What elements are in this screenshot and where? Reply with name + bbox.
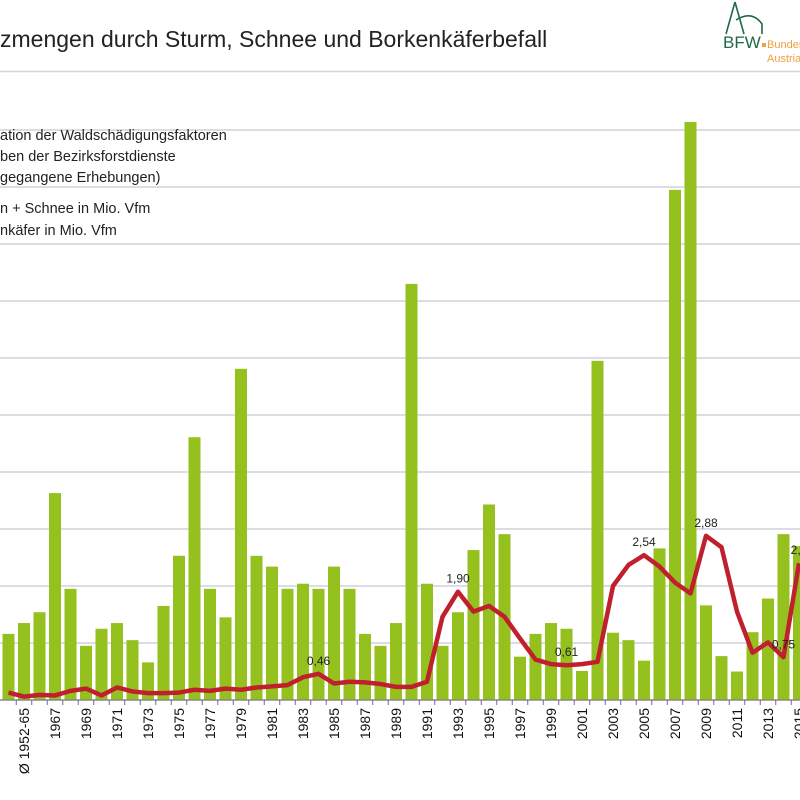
- legend-note-3: gegangene Erhebungen): [0, 170, 161, 186]
- bar-2007: [669, 189, 681, 700]
- x-label-2003: 2003: [605, 708, 621, 739]
- x-label-2009: 2009: [698, 708, 714, 739]
- line-series: [7, 533, 800, 699]
- bar-1967: [49, 493, 61, 700]
- data-label-1993: 1,90: [446, 572, 470, 586]
- bar-1997: [514, 656, 526, 700]
- bar-1983: [297, 583, 309, 700]
- bar-1995: [483, 504, 495, 700]
- bar-1972: [126, 640, 139, 700]
- bar-2008: [684, 122, 697, 700]
- bfw-logo: BFW Bundes Austria: [722, 0, 800, 66]
- x-label-2005: 2005: [636, 708, 652, 739]
- bar-2009: [700, 605, 712, 700]
- bar-1970: [95, 628, 108, 700]
- x-label-Ø 1952-65: Ø 1952-65: [16, 708, 32, 774]
- bar-1999: [545, 623, 557, 700]
- x-label-1987: 1987: [357, 708, 373, 739]
- data-label-2000: 0,61: [555, 645, 579, 659]
- bar-1977: [204, 588, 216, 700]
- bars: [2, 122, 800, 700]
- x-label-1991: 1991: [419, 708, 435, 739]
- legend-note-2: ben der Bezirksforstdienste: [0, 149, 176, 165]
- x-label-1993: 1993: [450, 708, 466, 739]
- bar-1969: [80, 645, 92, 700]
- x-label-1973: 1973: [140, 708, 156, 739]
- x-label-1995: 1995: [481, 708, 497, 739]
- bar-2003: [607, 632, 619, 700]
- legend-note-1: ation der Waldschädigungsfaktoren: [0, 128, 227, 144]
- tree-arch-icon: BFW Bundes Austria: [723, 1, 800, 65]
- x-label-2015: 2015: [791, 708, 800, 739]
- legend-series-storm-snow: n + Schnee in Mio. Vfm: [0, 201, 151, 217]
- x-label-1999: 1999: [543, 708, 559, 739]
- bar-1987: [359, 633, 371, 700]
- bar-2004: [622, 640, 635, 700]
- bar-1980: [250, 555, 263, 700]
- bar-1990: [405, 283, 418, 700]
- x-label-2001: 2001: [574, 708, 590, 739]
- bar-1974: [157, 605, 170, 700]
- x-label-1985: 1985: [326, 708, 342, 739]
- bar-1985: [328, 566, 340, 700]
- data-label-2015: 2,4: [791, 543, 800, 557]
- data-label-1984: 0,46: [307, 654, 331, 668]
- x-label-1989: 1989: [388, 708, 404, 739]
- bar-1981: [266, 566, 278, 700]
- bar-2013: [762, 598, 774, 700]
- x-label-2011: 2011: [729, 708, 745, 738]
- bar-1978: [219, 617, 232, 700]
- bar-1998: [529, 633, 542, 700]
- logo-line1: Bundes: [767, 39, 800, 51]
- x-label-1975: 1975: [171, 708, 187, 739]
- x-label-2013: 2013: [760, 708, 776, 739]
- logo-line2: Austria: [767, 53, 800, 65]
- bar-1984: [312, 588, 325, 700]
- bar-2002: [591, 360, 604, 700]
- bark-beetle-line: [7, 533, 800, 699]
- x-label-1977: 1977: [202, 708, 218, 739]
- bar-2006: [653, 548, 666, 700]
- bar-2015: [793, 546, 800, 700]
- bar-2010: [715, 656, 728, 700]
- bar-1982: [281, 588, 294, 700]
- bar-1966: [33, 612, 46, 700]
- x-label-1979: 1979: [233, 708, 249, 739]
- logo-mark: BFW: [723, 33, 761, 52]
- bar-unlabeled: [2, 633, 15, 700]
- bar-1979: [235, 368, 247, 700]
- bar-1994: [467, 550, 480, 700]
- bar-1989: [390, 623, 402, 700]
- x-label-1983: 1983: [295, 708, 311, 739]
- bar-2001: [576, 670, 588, 700]
- data-label-2005: 2,54: [632, 535, 656, 549]
- data-labels: 0,46 1,90 0,61 2,54 2,88 0,75 2,4: [307, 516, 800, 668]
- x-label-1981: 1981: [264, 708, 280, 739]
- bar-2014: [777, 534, 790, 700]
- bar-2005: [638, 660, 650, 700]
- x-axis: [0, 699, 800, 705]
- x-label-1971: 1971: [109, 708, 125, 739]
- bar-1975: [173, 555, 185, 700]
- x-label-2007: 2007: [667, 708, 683, 739]
- bar-1976: [188, 437, 201, 700]
- data-label-2014: 0,75: [772, 637, 796, 651]
- bar-1971: [111, 623, 123, 700]
- bar-1993: [452, 612, 464, 700]
- x-label-1969: 1969: [78, 708, 94, 739]
- data-label-2009: 2,88: [694, 516, 718, 530]
- bar-1988: [374, 645, 387, 700]
- bar-1992: [436, 645, 449, 700]
- bar-1986: [343, 588, 356, 700]
- chart-title: zmengen durch Sturm, Schnee und Borkenkä…: [0, 26, 548, 52]
- x-label-1967: 1967: [47, 708, 63, 739]
- x-label-1997: 1997: [512, 708, 528, 739]
- legend-series-bark-beetle: nkäfer in Mio. Vfm: [0, 223, 117, 239]
- bar-1968: [64, 588, 77, 700]
- x-tick-labels: Ø 1952-65 1967 1969 1971 1973 1975 1977 1979 198…: [16, 708, 800, 774]
- bar-2011: [731, 671, 743, 700]
- bar-Ø 1952-65: [18, 623, 30, 700]
